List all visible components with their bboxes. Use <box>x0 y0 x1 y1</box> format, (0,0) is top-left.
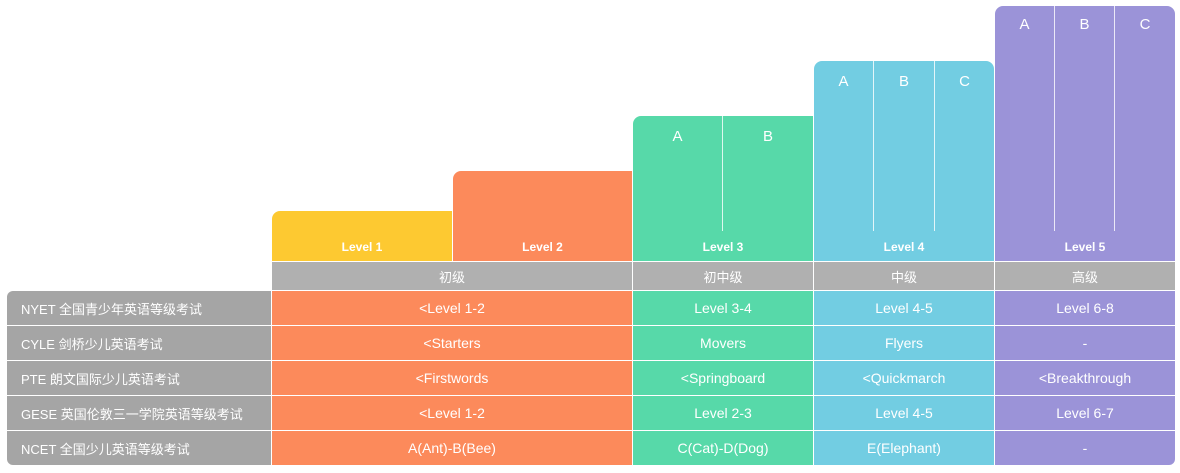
table-cell: <Breakthrough <box>995 361 1175 395</box>
level-3-sub-b: B <box>762 128 773 145</box>
table-cell: Level 3-4 <box>633 291 813 325</box>
level-4-sub-a: A <box>814 61 874 231</box>
tier-advanced: 高级 <box>995 262 1175 290</box>
table-cell: <Level 1-2 <box>272 396 632 430</box>
level-5-sub-b: B <box>1055 6 1115 231</box>
table-cell: <Starters <box>272 326 632 360</box>
table-cell: Level 4-5 <box>814 291 994 325</box>
level-2-label: Level 2 <box>522 240 563 254</box>
row-label-nyet: NYET 全国青少年英语等级考试 <box>7 291 271 325</box>
table-cell: A(Ant)-B(Bee) <box>272 431 632 465</box>
tier-pre-intermediate: 初中级 <box>633 262 813 290</box>
table-cell: <Quickmarch <box>814 361 994 395</box>
table-cell: <Level 1-2 <box>272 291 632 325</box>
table-cell: - <box>995 431 1175 465</box>
tier-beginner: 初级 <box>272 262 632 290</box>
table-cell: Level 6-7 <box>995 396 1175 430</box>
table-cell: Movers <box>633 326 813 360</box>
row-label-cyle: CYLE 剑桥少儿英语考试 <box>7 326 271 360</box>
table-cell: <Springboard <box>633 361 813 395</box>
row-label-ncet: NCET 全国少儿英语等级考试 <box>7 431 271 465</box>
level-3-label: Level 3 <box>702 240 744 254</box>
table-cell: Level 4-5 <box>814 396 994 430</box>
level-4-sub-b: B <box>874 61 935 231</box>
table-cell: Level 6-8 <box>995 291 1175 325</box>
level-4-sub-c: C <box>959 73 970 90</box>
row-label-pte: PTE 朗文国际少儿英语考试 <box>7 361 271 395</box>
table-cell: Level 2-3 <box>633 396 813 430</box>
level-5-block: A B C Level 5 <box>995 6 1175 261</box>
table-cell: Flyers <box>814 326 994 360</box>
level-5-sub-c: C <box>1139 16 1151 33</box>
level-4-label: Level 4 <box>883 240 925 254</box>
table-cell: E(Elephant) <box>814 431 994 465</box>
level-3-sub-a: A <box>633 116 723 231</box>
row-label-gese: GESE 英国伦敦三一学院英语等级考试 <box>7 396 271 430</box>
table-cell: <Firstwords <box>272 361 632 395</box>
table-cell: - <box>995 326 1175 360</box>
table-cell: C(Cat)-D(Dog) <box>633 431 813 465</box>
level-2-block: Level 2 <box>453 171 632 261</box>
level-5-sub-a: A <box>995 6 1055 231</box>
level-3-block: A B Level 3 <box>633 116 813 261</box>
level-4-block: A B C Level 4 <box>814 61 994 261</box>
level-5-label: Level 5 <box>1064 240 1106 254</box>
tier-intermediate: 中级 <box>814 262 994 290</box>
level-1-label: Level 1 <box>341 240 383 254</box>
level-1-block: Level 1 <box>272 211 452 261</box>
